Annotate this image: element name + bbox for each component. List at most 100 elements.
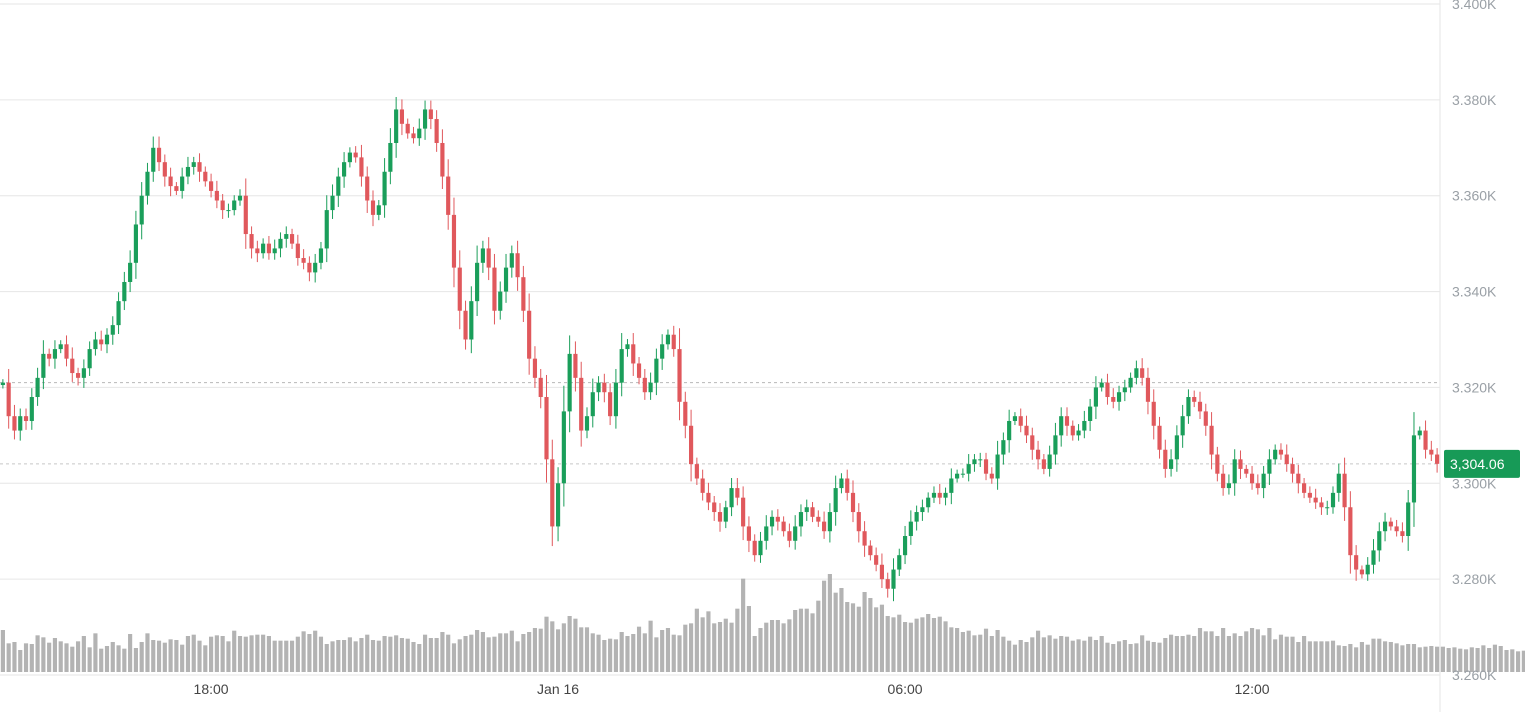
x-tick-label: 06:00 [888, 681, 923, 697]
candle-body [839, 478, 844, 489]
candle-body [527, 310, 532, 359]
volume-bar [1226, 636, 1231, 672]
volume-bar [775, 620, 780, 672]
volume-bar [336, 640, 341, 672]
candle-body [665, 334, 671, 345]
volume-bar [989, 636, 994, 672]
candle-body [1435, 454, 1440, 464]
candle-body [775, 516, 780, 522]
volume-bar [677, 635, 682, 672]
candle-body [1128, 377, 1133, 388]
candle-body [793, 526, 798, 541]
volume-bar [1157, 642, 1162, 672]
y-tick-label: 3.260K [1452, 667, 1497, 683]
volume-bar [1440, 646, 1445, 672]
candle-body [128, 262, 133, 282]
volume-bar [949, 627, 954, 672]
volume-bar [1197, 628, 1203, 672]
candle-body [463, 310, 468, 340]
volume-bar [301, 631, 306, 672]
volume-bar [376, 640, 381, 672]
candlesticks [0, 96, 1440, 602]
volume-bar [388, 636, 393, 672]
volume-bar [1180, 636, 1185, 672]
candle-body [278, 238, 283, 249]
volume-bar [1458, 648, 1463, 672]
volume-bar [18, 650, 23, 672]
candle-body [966, 464, 971, 474]
candle-body [1226, 483, 1231, 489]
candle-body [532, 358, 538, 378]
volume-bar [567, 616, 572, 672]
candle-body [1348, 507, 1353, 556]
volume-bar [35, 635, 40, 672]
candle-body [1278, 449, 1284, 455]
volume-bar [214, 635, 219, 672]
volume-bar [908, 622, 913, 672]
candle-body [1163, 449, 1168, 469]
candle-body [133, 224, 138, 263]
candle-body [544, 397, 549, 460]
candle-body [307, 262, 312, 273]
volume-bar [370, 640, 376, 672]
candle-body [1249, 473, 1255, 484]
candle-body [422, 109, 428, 129]
candle-body [58, 344, 63, 350]
candle-body [856, 512, 861, 532]
volume-bar [955, 628, 960, 672]
volume-bar [1359, 642, 1365, 672]
volume-bar [521, 634, 526, 672]
volume-bar [405, 638, 410, 672]
volume-bar [503, 633, 509, 672]
candle-body [902, 536, 908, 556]
candle-body [35, 377, 40, 398]
x-tick-label: 18:00 [194, 681, 229, 697]
volume-bar [827, 574, 832, 672]
candle-body [625, 344, 630, 350]
volume-bar [1018, 640, 1023, 672]
volume-bar [1487, 648, 1492, 672]
volume-bar [1169, 634, 1174, 672]
candle-body [1197, 401, 1203, 412]
volume-bar [584, 627, 590, 672]
candle-body [12, 416, 17, 431]
volume-bar [631, 634, 636, 672]
volume-bar [47, 642, 52, 672]
volume-bar [1145, 640, 1151, 672]
candle-body [318, 248, 324, 263]
candle-body [191, 162, 196, 167]
volume-bar [12, 642, 17, 672]
candle-body [41, 353, 46, 378]
candle-body [382, 171, 387, 206]
candle-body [1157, 425, 1162, 450]
candle-body [29, 397, 34, 421]
volume-bar [608, 638, 613, 672]
candle-body [515, 253, 520, 278]
candle-body [203, 171, 208, 182]
candle-body [1122, 387, 1127, 393]
volume-bar [1330, 640, 1336, 672]
candle-body [1307, 492, 1312, 498]
candle-body [272, 248, 277, 254]
volume-bar [636, 626, 642, 672]
volume-bar [978, 634, 983, 672]
volume-bar [1521, 650, 1525, 672]
candle-body [706, 492, 711, 503]
volume-bar [151, 640, 156, 672]
volume-bar [451, 643, 457, 672]
volume-bar [232, 630, 237, 672]
volume-bar [87, 647, 92, 672]
volume-bar [1371, 638, 1376, 672]
candle-body [313, 262, 318, 273]
candle-body [619, 349, 624, 383]
volume-bar [81, 636, 86, 672]
volume-bar [793, 610, 798, 672]
volume-bar [99, 648, 104, 672]
candle-body [93, 339, 98, 350]
candle-body [989, 473, 994, 479]
volume-bar [527, 632, 532, 672]
volume-bars [0, 574, 1525, 672]
candle-body [1359, 569, 1365, 575]
candle-body [1325, 507, 1330, 509]
